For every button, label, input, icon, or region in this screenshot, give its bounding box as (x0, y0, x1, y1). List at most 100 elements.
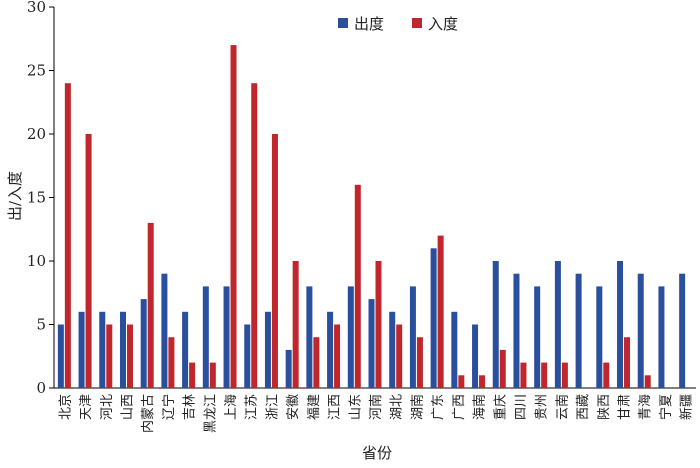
x-category-label: 青海 (638, 394, 653, 420)
bar-in-云南 (561, 362, 568, 388)
x-category-label: 山东 (348, 394, 363, 420)
x-category-label: 天津 (79, 394, 94, 420)
bar-out-广西 (451, 311, 458, 388)
bars (57, 45, 686, 388)
bar-out-广东 (430, 248, 437, 388)
x-category-label: 江西 (328, 394, 343, 420)
bar-in-辽宁 (168, 337, 175, 388)
bar-out-上海 (223, 286, 230, 388)
x-category-label: 西藏 (576, 394, 591, 420)
legend-swatch (338, 18, 348, 28)
legend-label: 入度 (428, 15, 458, 33)
x-category-label: 河南 (368, 394, 384, 420)
bar-in-安徽 (292, 261, 299, 388)
bar-out-海南 (472, 324, 479, 388)
bar-out-河南 (368, 299, 375, 388)
x-category-label: 河北 (100, 394, 115, 420)
x-category-label: 湖南 (409, 394, 425, 420)
bar-in-陕西 (603, 362, 610, 388)
bar-out-云南 (554, 261, 561, 388)
x-axis: 北京 天津 河北 山西 内蒙古 辽宁 吉林 黑龙江 上海 江苏 浙江 安徽 福建 江西 山东 河南 湖北 湖南 广东… (54, 387, 696, 433)
bar-in-黑龙江 (209, 362, 216, 388)
bar-in-河北 (106, 324, 113, 388)
bar-out-吉林 (182, 311, 189, 388)
bar-out-贵州 (534, 286, 541, 388)
bar-in-四川 (520, 362, 527, 388)
y-tick-label: 5 (36, 316, 46, 334)
bar-in-山东 (354, 184, 361, 388)
x-category-label: 云南 (554, 394, 570, 420)
x-category-label: 浙江 (265, 394, 280, 420)
bar-out-宁夏 (658, 286, 665, 388)
bar-in-上海 (230, 45, 237, 388)
y-tick-label: 0 (36, 379, 46, 397)
bar-out-辽宁 (161, 273, 168, 388)
bar-in-河南 (375, 261, 382, 388)
x-category-label: 海南 (472, 394, 488, 420)
x-category-label: 江苏 (244, 394, 260, 420)
bar-out-内蒙古 (140, 299, 147, 388)
legend: 出度 入度 (338, 15, 458, 33)
x-category-label: 辽宁 (161, 394, 177, 420)
x-category-label: 湖北 (390, 394, 405, 420)
x-axis-title: 省份 (362, 444, 392, 462)
bar-out-黑龙江 (202, 286, 209, 388)
bar-out-安徽 (285, 349, 292, 388)
x-category-label: 广东 (431, 394, 446, 420)
bar-out-重庆 (492, 261, 499, 388)
y-axis-title: 出/入度 (6, 171, 24, 221)
y-tick-label: 20 (27, 125, 46, 143)
x-category-label: 吉林 (183, 394, 198, 420)
x-category-label: 内蒙古 (140, 394, 156, 433)
x-category-label: 甘肃 (618, 394, 633, 420)
x-category-label: 北京 (58, 394, 73, 420)
bar-in-广西 (458, 375, 465, 388)
x-category-label: 上海 (224, 394, 239, 420)
bar-in-贵州 (541, 362, 548, 388)
bar-in-甘肃 (624, 337, 631, 388)
bar-in-广东 (437, 235, 444, 388)
x-category-label: 宁夏 (658, 394, 674, 420)
bar-out-江西 (327, 311, 334, 388)
x-category-label: 安徽 (286, 394, 301, 420)
x-category-label: 贵州 (535, 394, 550, 420)
x-category-label: 广西 (452, 394, 467, 420)
bar-out-陕西 (596, 286, 603, 388)
y-axis: 0 5 10 15 20 25 30 (27, 0, 55, 397)
bar-out-江苏 (244, 324, 251, 388)
bar-in-山西 (126, 324, 133, 388)
y-tick-label: 25 (27, 62, 46, 80)
bar-in-青海 (644, 375, 651, 388)
y-tick-label: 30 (27, 0, 46, 16)
bar-in-重庆 (499, 349, 506, 388)
bar-in-浙江 (271, 134, 278, 388)
bar-out-湖南 (409, 286, 416, 388)
bar-in-湖北 (396, 324, 403, 388)
x-category-label: 新疆 (679, 394, 695, 420)
x-category-label: 黑龙江 (203, 394, 218, 433)
y-tick-label: 15 (27, 189, 46, 207)
legend-label: 出度 (354, 15, 384, 33)
bar-out-青海 (637, 273, 644, 388)
bar-out-甘肃 (617, 261, 624, 388)
bar-out-浙江 (264, 311, 271, 388)
y-tick-label: 10 (27, 252, 46, 270)
legend-swatch (412, 18, 422, 28)
bar-out-天津 (78, 311, 85, 388)
bar-in-吉林 (189, 362, 196, 388)
x-category-label: 重庆 (492, 394, 508, 420)
bar-out-河北 (99, 311, 106, 388)
bar-out-四川 (513, 273, 520, 388)
bar-in-江西 (334, 324, 341, 388)
bar-out-福建 (306, 286, 313, 388)
bar-out-北京 (57, 324, 64, 388)
bar-in-天津 (85, 134, 92, 388)
x-category-label: 福建 (307, 394, 322, 420)
bar-out-山西 (119, 311, 126, 388)
bar-in-内蒙古 (147, 222, 154, 388)
bar-in-北京 (64, 83, 71, 388)
bar-out-新疆 (679, 273, 686, 388)
x-category-label: 陕西 (597, 394, 612, 420)
